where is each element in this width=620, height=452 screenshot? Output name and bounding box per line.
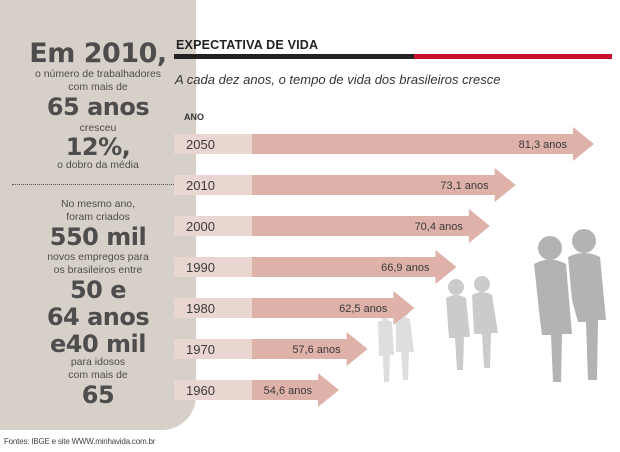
year-band [174, 216, 252, 236]
percent-stat: 12%, [65, 133, 131, 161]
value-label: 62,5 anos [339, 303, 388, 315]
year-label: 2050 [186, 137, 215, 152]
value-label: 54,6 anos [264, 385, 313, 397]
jobs-stat: 550 mil [49, 223, 147, 251]
year-band [174, 298, 252, 318]
year-band [174, 380, 252, 400]
headline-year: Em 2010, [29, 38, 167, 69]
sidebar-panel: Em 2010, o número de trabalhadores com m… [0, 0, 196, 430]
chart-title: EXPECTATIVA DE VIDA [176, 38, 319, 52]
year-column-header: ANO [184, 112, 204, 122]
age-range-stat-1: 50 e [69, 276, 127, 304]
value-label: 66,9 anos [381, 262, 430, 274]
year-band [174, 257, 252, 277]
sidebar-text-2: com mais de [68, 81, 128, 93]
sidebar-text-10: com mais de [68, 369, 128, 381]
year-label: 1970 [186, 342, 215, 357]
bar-arrow [252, 250, 457, 284]
year-label: 1960 [186, 383, 215, 398]
age-65-stat-2: 65 [81, 381, 115, 409]
value-label: 81,3 anos [519, 139, 568, 151]
year-band [174, 339, 252, 359]
sidebar-text-7: novos empregos para [47, 251, 149, 263]
bar-arrow [252, 127, 594, 161]
sidebar-text-5: No mesmo ano, [60, 198, 136, 210]
sidebar-divider [12, 184, 184, 185]
title-rule-red [414, 54, 612, 59]
year-band [174, 175, 252, 195]
bar-arrow [252, 168, 516, 202]
chart-subtitle: A cada dez anos, o tempo de vida dos bra… [175, 72, 501, 87]
source-note: Fontes: IBGE e site WWW.minhavida.com.br [4, 437, 156, 446]
year-band [174, 134, 252, 154]
sidebar-text-9: para idosos [70, 356, 126, 368]
value-label: 73,1 anos [440, 180, 489, 192]
sidebar-text-6: foram criados [66, 211, 130, 223]
year-label: 1980 [186, 301, 215, 316]
year-label: 2010 [186, 178, 215, 193]
elderly-jobs-stat: e40 mil [50, 330, 147, 358]
sidebar-text-1: o número de trabalhadores [34, 68, 162, 80]
year-label: 1990 [186, 260, 215, 275]
sidebar-text-8: os brasileiros entre [53, 264, 143, 276]
year-label: 2000 [186, 219, 215, 234]
elderly-couples-icon [378, 229, 606, 382]
bar-arrow [252, 291, 415, 325]
age-65-stat: 65 anos [46, 93, 150, 121]
bar-arrow [252, 209, 490, 243]
sidebar-text-3: cresceu [79, 122, 117, 134]
sidebar-text-4: o dobro da média [57, 159, 139, 171]
value-label: 57,6 anos [292, 344, 341, 356]
title-rule-dark [174, 54, 414, 59]
bar-arrow [252, 332, 368, 366]
bar-arrow [252, 373, 339, 407]
value-label: 70,4 anos [415, 221, 464, 233]
age-range-stat-2: 64 anos [46, 303, 150, 331]
